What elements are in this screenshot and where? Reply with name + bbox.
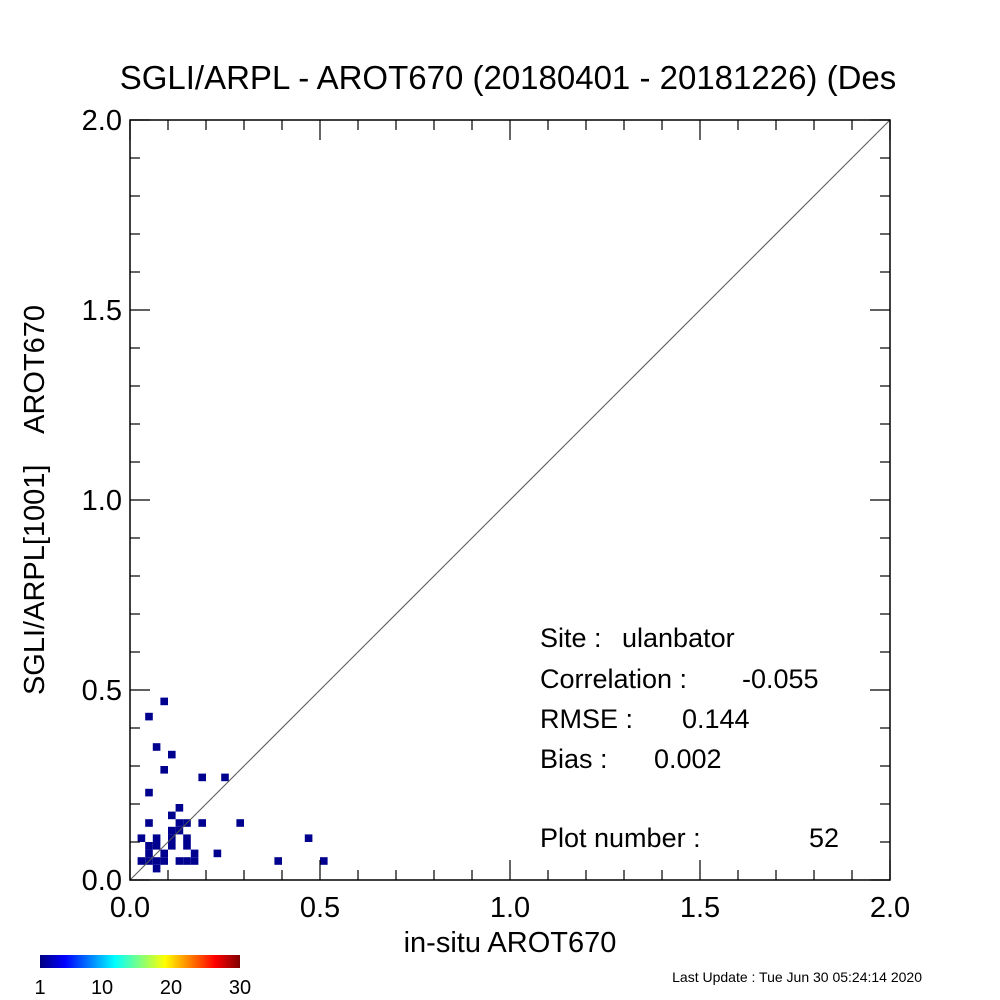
y-tick-label: 2.0: [82, 105, 122, 137]
stats-panel: Site : ulanbator Correlation : -0.055 RM…: [540, 623, 839, 853]
data-cell: [236, 819, 244, 827]
data-cell: [160, 766, 168, 774]
x-tick-label: 1.5: [680, 892, 720, 924]
data-cell: [145, 849, 153, 858]
data-cell: [221, 773, 229, 782]
data-cell: [274, 857, 282, 865]
data-cell: [160, 857, 168, 865]
data-cell: [152, 857, 161, 865]
colorbar-label: 20: [160, 977, 182, 999]
y-tick-label: 1.5: [82, 295, 122, 327]
data-cell: [213, 849, 222, 858]
data-cell: [145, 712, 153, 721]
data-cell: [145, 842, 153, 850]
x-tick-label: 1.0: [490, 892, 530, 924]
plot-number-value: 52: [809, 823, 839, 853]
data-cells: [137, 697, 328, 873]
data-cell: [304, 834, 313, 842]
data-cell: [190, 857, 199, 865]
y-tick-label: 1.0: [82, 485, 122, 517]
axis-ticks: [129, 119, 891, 881]
data-cell: [137, 857, 146, 865]
data-cell: [198, 773, 206, 782]
plot-number-label: Plot number :: [540, 823, 701, 853]
chart-title: SGLI/ARPL - AROT670 (20180401 - 20181226…: [120, 59, 897, 96]
data-cell: [320, 857, 328, 865]
colorbar-label: 30: [229, 977, 251, 999]
data-cell: [198, 819, 206, 827]
x-tick-label: 0.5: [300, 892, 340, 924]
correlation-label: Correlation :: [540, 664, 687, 694]
bias-value: 0.002: [654, 744, 722, 774]
data-cell: [190, 849, 199, 858]
data-cell: [168, 842, 176, 850]
x-axis-title: in-situ AROT670: [404, 927, 617, 959]
y-axis-title: SGLI/ARPL[1001] AROT670: [19, 305, 51, 695]
one-to-one-line: [129, 119, 891, 881]
colorbar-label: 1: [34, 977, 45, 999]
site-label: Site :: [540, 623, 602, 653]
data-cell: [183, 834, 191, 842]
data-cell: [175, 857, 184, 865]
data-cell: [175, 804, 184, 812]
y-axis-tick-labels: 0.0 0.5 1.0 1.5 2.0: [82, 105, 122, 897]
colorbar: 1 10 20 30: [34, 955, 251, 999]
data-cell: [145, 788, 153, 797]
data-cell: [152, 834, 161, 842]
colorbar-gradient: [40, 955, 240, 968]
data-cell: [168, 811, 176, 820]
data-cell: [183, 842, 191, 850]
data-cell: [137, 834, 146, 842]
data-cell: [175, 819, 184, 827]
last-update-text: Last Update : Tue Jun 30 05:24:14 2020: [672, 969, 922, 985]
data-cell: [183, 857, 191, 865]
x-axis-tick-labels: 0.0 0.5 1.0 1.5 2.0: [110, 892, 910, 924]
data-cell: [160, 849, 168, 858]
y-tick-label: 0.0: [82, 865, 122, 897]
data-cell: [160, 697, 168, 706]
data-cell: [152, 842, 161, 850]
data-cell: [145, 819, 153, 827]
y-tick-label: 0.5: [82, 675, 122, 707]
data-cell: [152, 743, 161, 751]
x-tick-label: 2.0: [870, 892, 910, 924]
data-cell: [152, 864, 161, 873]
bias-label: Bias :: [540, 744, 608, 774]
rmse-label: RMSE :: [540, 704, 633, 734]
rmse-value: 0.144: [682, 704, 750, 734]
colorbar-labels: 1 10 20 30: [34, 977, 251, 999]
data-cell: [168, 826, 176, 835]
x-tick-label: 0.0: [110, 892, 150, 924]
data-cell: [168, 750, 176, 759]
correlation-value: -0.055: [742, 664, 819, 694]
site-value: ulanbator: [622, 623, 735, 653]
colorbar-label: 10: [91, 977, 113, 999]
